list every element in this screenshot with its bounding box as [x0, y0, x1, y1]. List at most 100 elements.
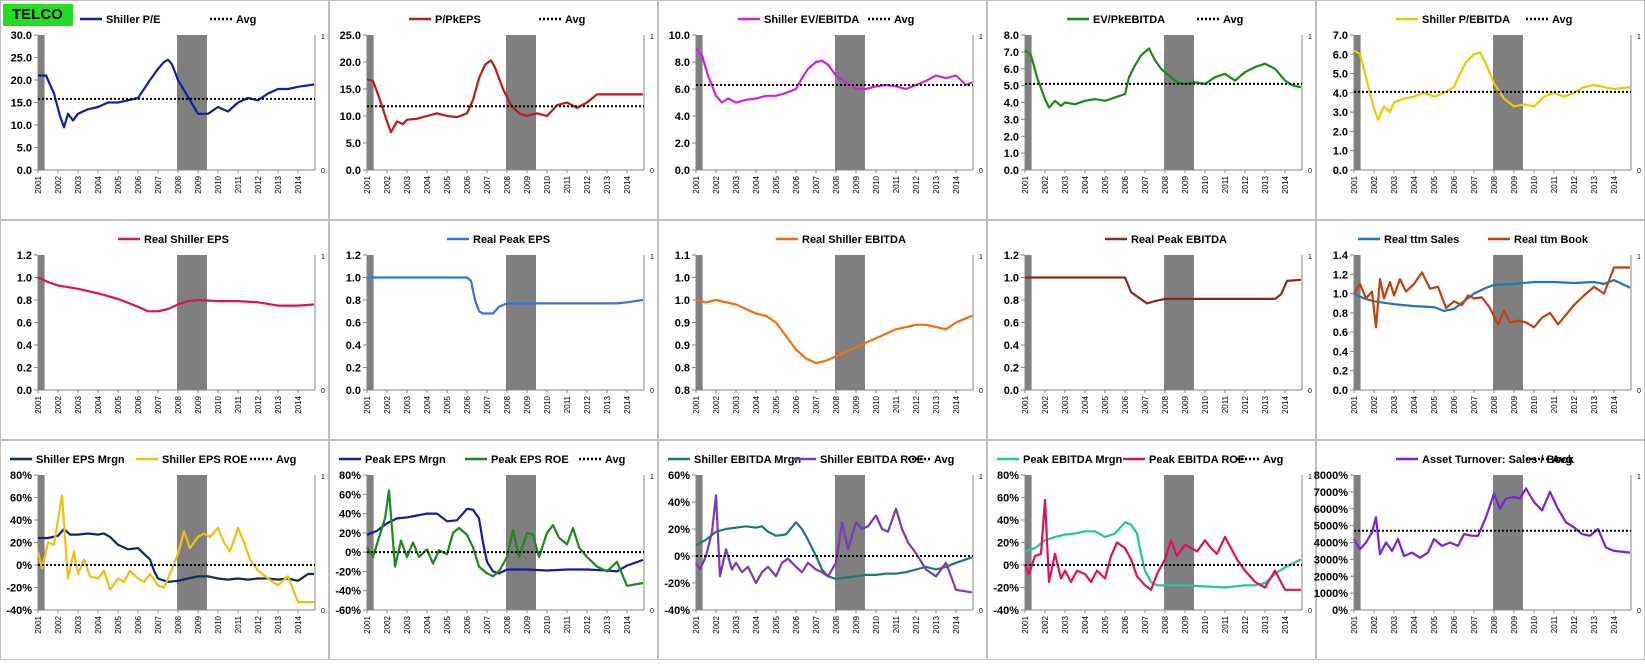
- y-tick-label: 0.9: [675, 318, 690, 330]
- series-line-1: [37, 276, 315, 313]
- x-tick-label: 2014: [1610, 175, 1619, 193]
- x-tick-label: 2013: [1261, 395, 1270, 413]
- y2-tick-label: 0: [650, 388, 654, 395]
- y-tick-label: 0.4: [1333, 346, 1349, 358]
- y-tick-label: 5000%: [1314, 521, 1348, 533]
- panel-frame: [0, 0, 329, 220]
- x-tick-label: 2007: [812, 615, 821, 633]
- y-tick-label: 3000%: [1314, 554, 1348, 566]
- x-tick-label: 2004: [752, 615, 761, 633]
- y-tick-label: 80%: [339, 470, 361, 482]
- y-tick-label: 2.0: [1004, 131, 1019, 143]
- legend-label: Shiller P/E: [106, 14, 160, 26]
- x-tick-label: 2012: [583, 395, 592, 413]
- y-tick-label: 40%: [668, 497, 690, 509]
- legend-label: Shiller EPS ROE: [162, 454, 248, 466]
- x-tick-label: 2003: [1061, 615, 1070, 633]
- recession-band-1: [1354, 255, 1361, 390]
- legend-label: Avg: [894, 14, 914, 26]
- legend-label: Avg: [565, 14, 585, 26]
- x-tick-label: 2001: [363, 175, 372, 193]
- x-tick-label: 2005: [1430, 615, 1439, 633]
- y-tick-label: 7000%: [1314, 487, 1348, 499]
- legend-label: Avg: [1552, 454, 1572, 466]
- y2-tick-label: 1: [1308, 34, 1312, 41]
- chart-panel-1: 30.0 25.0 20.0 15.0 10.0 5.0 0.0 1 0 2001 2002 2003…: [0, 0, 329, 220]
- y-tick-label: 6.0: [1333, 49, 1348, 61]
- x-tick-label: 2013: [274, 615, 283, 633]
- x-tick-label: 2008: [832, 395, 841, 413]
- x-tick-label: 2003: [1390, 395, 1399, 413]
- x-tick-label: 2004: [94, 615, 103, 633]
- y-tick-label: 2.0: [675, 138, 690, 150]
- x-tick-label: 2001: [34, 615, 43, 633]
- x-tick-label: 2009: [523, 395, 532, 413]
- x-tick-label: 2012: [583, 615, 592, 633]
- y-tick-label: 6.0: [1004, 64, 1019, 76]
- y-tick-label: 8000%: [1314, 470, 1348, 482]
- x-tick-label: 2013: [603, 615, 612, 633]
- x-tick-label: 2014: [1281, 175, 1290, 193]
- y-tick-label: 0.8: [675, 385, 690, 397]
- series-line-1: [367, 276, 644, 315]
- x-tick-label: 2014: [1281, 615, 1290, 633]
- x-tick-label: 2008: [1490, 615, 1499, 633]
- panel-frame: [1316, 440, 1645, 660]
- legend-label: Peak EPS ROE: [491, 454, 569, 466]
- chart-panel-7: 1.2 1.0 0.8 0.6 0.4 0.2 0.0 1 0 2001 2002 2003 2004 2…: [329, 220, 658, 440]
- x-tick-label: 2011: [892, 175, 901, 193]
- y-tick-label: -40%: [993, 605, 1019, 617]
- recession-band-2: [835, 255, 865, 390]
- x-tick-label: 2004: [423, 615, 432, 633]
- chart-panel-13: 60% 40% 20% 0% -20% -40% 1 0 2001 2002 2003 2004 200…: [658, 440, 987, 660]
- x-tick-label: 2011: [563, 395, 572, 413]
- x-tick-label: 2011: [563, 175, 572, 193]
- y-tick-label: 3.0: [1333, 107, 1348, 119]
- y-tick-label: 1.1: [675, 250, 690, 262]
- y-tick-label: 0.2: [1004, 363, 1019, 375]
- y-tick-label: 0.8: [346, 295, 361, 307]
- series-line-1: [1024, 47, 1302, 109]
- x-tick-label: 2007: [1470, 175, 1479, 193]
- y-tick-label: 0.6: [1004, 318, 1019, 330]
- series-line-1: [695, 298, 973, 365]
- recession-band-2: [506, 255, 536, 390]
- y2-tick-label: 1: [650, 34, 654, 41]
- y-tick-label: 7.0: [1004, 47, 1019, 59]
- series-line-1: [38, 527, 314, 583]
- y-tick-label: 0.9: [675, 340, 690, 352]
- x-tick-label: 2001: [34, 175, 43, 193]
- recession-band-1: [1025, 255, 1032, 390]
- x-tick-label: 2005: [114, 615, 123, 633]
- x-tick-label: 2005: [443, 175, 452, 193]
- x-tick-label: 2004: [1410, 395, 1419, 413]
- x-tick-label: 2007: [1141, 615, 1150, 633]
- y-tick-label: 80%: [997, 470, 1019, 482]
- x-tick-label: 2005: [1430, 395, 1439, 413]
- y-tick-label: 1.0: [675, 273, 690, 285]
- x-tick-label: 2002: [383, 395, 392, 413]
- x-tick-label: 2013: [1261, 615, 1270, 633]
- x-tick-label: 2014: [294, 395, 303, 413]
- x-tick-label: 2004: [423, 175, 432, 193]
- y-tick-label: 0%: [674, 551, 690, 563]
- x-tick-label: 2001: [1021, 395, 1030, 413]
- x-tick-label: 2004: [752, 395, 761, 413]
- y2-tick-label: 1: [650, 254, 654, 261]
- recession-band-1: [367, 35, 374, 170]
- legend-label: Shiller EPS Mrgn: [36, 454, 125, 466]
- y2-tick-label: 1: [1637, 474, 1641, 481]
- x-tick-label: 2009: [194, 395, 203, 413]
- x-tick-label: 2008: [1161, 615, 1170, 633]
- x-tick-label: 2002: [54, 395, 63, 413]
- y-tick-label: 7.0: [1333, 30, 1348, 42]
- x-tick-label: 2013: [932, 395, 941, 413]
- y2-tick-label: 0: [1308, 168, 1312, 175]
- x-tick-label: 2009: [1181, 175, 1190, 193]
- x-tick-label: 2011: [234, 175, 243, 193]
- legend-label: Real Peak EPS: [473, 234, 550, 246]
- x-tick-label: 2009: [852, 175, 861, 193]
- x-tick-label: 2007: [154, 615, 163, 633]
- x-tick-label: 2009: [1181, 615, 1190, 633]
- y-tick-label: 5.0: [1004, 81, 1019, 93]
